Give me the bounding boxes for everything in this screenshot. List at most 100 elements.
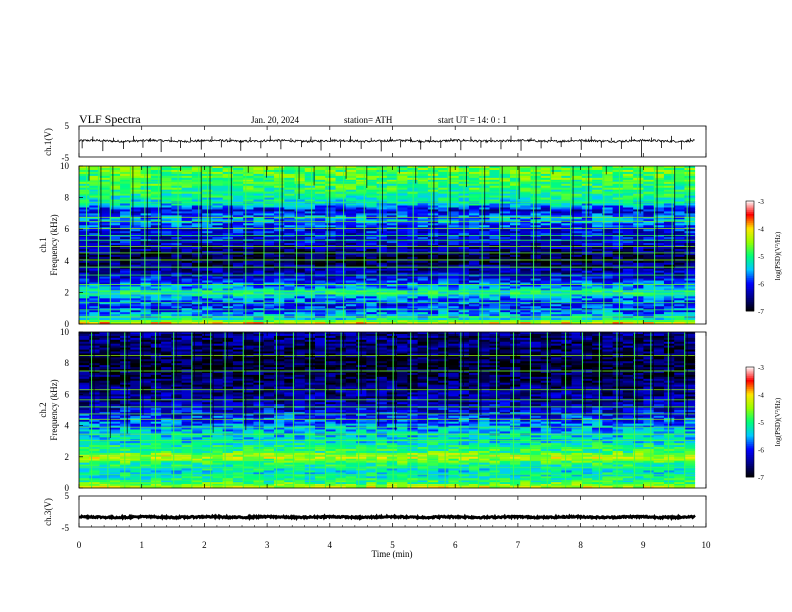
spectrogram-cell [212, 181, 224, 185]
spectrogram-cell [510, 209, 521, 212]
spectrogram-cell [438, 173, 449, 177]
spectrogram-cell [663, 250, 675, 254]
spectrogram-cell [140, 264, 152, 268]
spectrogram-cell [99, 312, 111, 315]
spectrogram-cell [520, 274, 531, 278]
spectrogram-cell [79, 191, 90, 195]
spectrogram-cell [140, 318, 152, 321]
spectrogram-cell [386, 306, 398, 309]
spectrogram-cell [253, 177, 265, 181]
colorbar-swatch [746, 210, 754, 213]
spectrogram-cell [489, 304, 501, 307]
spectrogram-cell [79, 322, 90, 325]
spectrogram-cell [150, 284, 162, 287]
spectrogram-cell [335, 286, 347, 289]
spectrogram-cell [191, 225, 203, 228]
spectrogram-cell [284, 189, 295, 193]
spectrogram-cell [212, 177, 224, 181]
spectrogram-cell [633, 243, 644, 246]
spectrogram-cell [417, 217, 429, 220]
spectrogram-cell [376, 243, 388, 246]
spectrogram-cell [376, 286, 388, 289]
spectrogram-cell [130, 268, 141, 272]
spectrogram-cell [448, 189, 460, 193]
spectrogram-cell [222, 209, 234, 212]
spectrogram-cell [561, 181, 572, 185]
spectrogram-cell [468, 191, 480, 195]
spectrogram-cell [612, 270, 624, 274]
spectrogram-cell [653, 229, 665, 232]
spectrogram-cell [181, 276, 193, 279]
spectrogram-cell [99, 166, 111, 169]
spectrogram-cell [243, 318, 254, 321]
spectrogram-cell [171, 276, 183, 279]
spectrogram-cell [551, 177, 562, 181]
spectrogram-cell [284, 171, 295, 175]
spectrogram-cell [294, 221, 306, 224]
colorbar-swatch [746, 217, 754, 220]
spectrogram-cell [622, 209, 634, 212]
spectrogram-cell [171, 225, 183, 228]
spectrogram-cell [602, 209, 614, 212]
spectrogram-cell [191, 268, 203, 272]
spectrogram-cell [315, 288, 326, 291]
spectrogram-cell [335, 177, 347, 181]
spectrogram-cell [79, 237, 90, 240]
spectrogram-cell [448, 304, 460, 307]
spectrogram-cell [602, 262, 614, 266]
spectrogram-cell [612, 173, 624, 177]
spectrogram-cell [489, 306, 501, 309]
spectrogram-cell [499, 278, 511, 281]
spectrogram-cell [253, 256, 265, 260]
spectrogram-cell [253, 268, 265, 272]
spectrogram-cell [109, 296, 121, 299]
spectrogram-cell [315, 306, 326, 309]
spectrogram-cell [150, 213, 162, 216]
spectrogram-cell [581, 256, 593, 260]
spectrogram-cell [376, 219, 388, 222]
spectrogram-cell [530, 296, 542, 299]
spectrogram-cell [571, 288, 583, 291]
spectrogram-cell [99, 177, 111, 181]
spectrogram-cell [499, 217, 511, 220]
spectrogram-cell [181, 306, 193, 309]
spectrogram-cell [232, 304, 244, 307]
spectrogram-cell [150, 191, 162, 195]
date-label: Jan. 20, 2024 [251, 115, 299, 125]
spectrogram-cell [120, 260, 131, 264]
spectrogram-cell [479, 298, 490, 301]
spectrogram-cell [263, 322, 275, 325]
spectrogram-cell [191, 221, 203, 224]
spectrogram-cell [622, 217, 634, 220]
spectrogram-cell [427, 248, 439, 252]
spectrogram-cell [438, 169, 449, 173]
spectrogram-cell [356, 296, 367, 299]
spectrogram-cell [191, 306, 203, 309]
spectrogram-cell [581, 248, 593, 252]
spectrogram-cell [376, 282, 388, 285]
spectrogram-cell [530, 314, 542, 317]
spectrogram-cell [663, 185, 675, 189]
spectrogram-cell [581, 266, 593, 270]
spectrogram-cell [684, 286, 696, 289]
spectrogram-cell [438, 250, 449, 254]
spectrogram-cell [468, 288, 480, 291]
spectrogram-cell [109, 322, 121, 325]
spectrogram-cell [263, 268, 275, 272]
spectrogram-cell [653, 219, 665, 222]
spectrogram-cell [130, 270, 141, 274]
spectrogram-cell [571, 205, 583, 208]
spectrogram-cell [232, 272, 244, 276]
spectrogram-cell [468, 207, 480, 210]
spectrogram-cell [366, 195, 377, 199]
spectrogram-cell [592, 276, 603, 279]
spectrogram-cell [161, 199, 172, 202]
spectrogram-cell [643, 306, 655, 309]
spectrogram-cell [315, 260, 326, 264]
spectrogram-cell [232, 169, 244, 173]
spectrogram-cell [181, 181, 193, 185]
spectrogram-cell [294, 173, 306, 177]
spectrogram-cell [427, 310, 439, 313]
spectrogram-cell [602, 179, 614, 183]
